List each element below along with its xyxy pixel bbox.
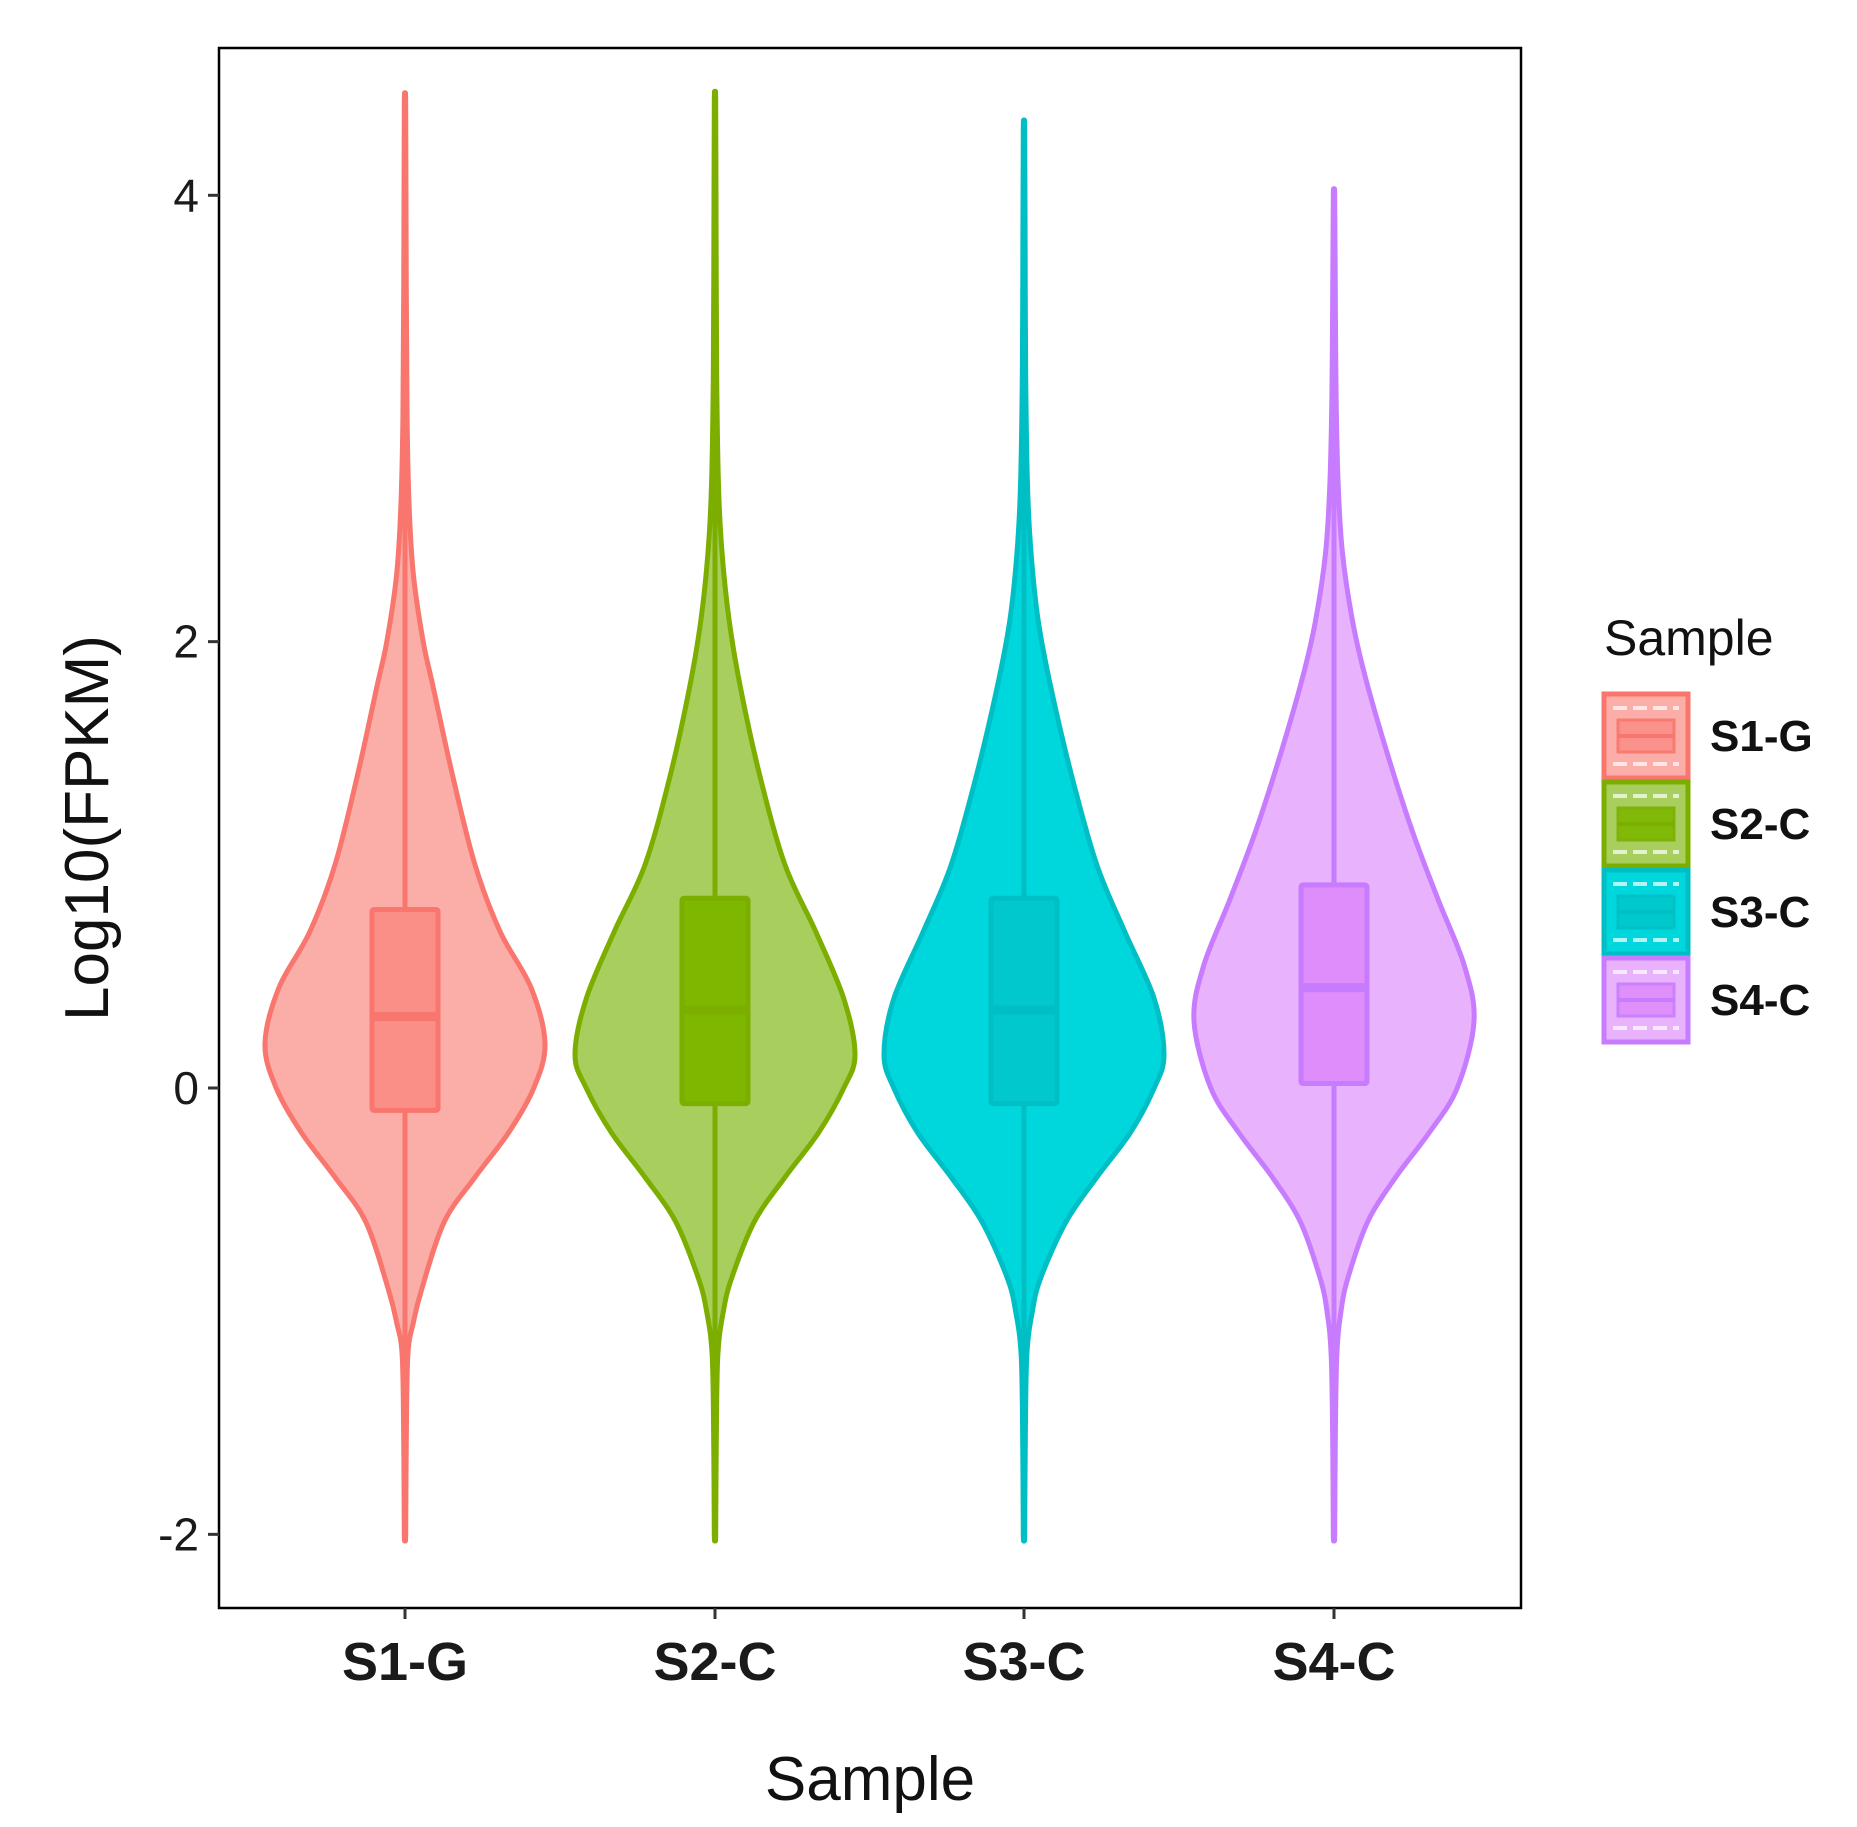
y-tick-label: 4 [173, 169, 199, 221]
x-tick-label: S4-C [1272, 1632, 1395, 1692]
y-axis: -2 0 2 4 [158, 169, 219, 1560]
box-iqr [369, 906, 441, 1113]
violin-layer [262, 88, 1477, 1544]
x-tick-label: S2-C [653, 1632, 776, 1692]
legend-item-s2-c: S2-C [1601, 779, 1810, 869]
legend: Sample S1-G S2-C S3-C S4-C [1601, 610, 1813, 1045]
y-tick-label: 2 [173, 616, 199, 668]
box-iqr [988, 895, 1060, 1107]
x-tick-label: S3-C [962, 1632, 1085, 1692]
legend-label: S2-C [1710, 800, 1810, 849]
legend-item-s4-c: S4-C [1601, 955, 1810, 1045]
violin-group-s4-c [1191, 186, 1477, 1544]
x-tick-label: S1-G [342, 1632, 468, 1692]
y-axis-title: Log10(FPKM) [53, 635, 122, 1021]
plot-frame [217, 46, 1523, 1610]
y-tick-label: -2 [158, 1508, 199, 1560]
legend-label: S3-C [1710, 888, 1810, 937]
box-iqr [679, 895, 751, 1107]
legend-label: S4-C [1710, 976, 1810, 1025]
violin-group-s2-c [572, 88, 858, 1544]
legend-title: Sample [1604, 610, 1774, 666]
legend-item-s1-g: S1-G [1601, 691, 1813, 781]
violin-group-s1-g [262, 90, 548, 1544]
legend-label: S1-G [1710, 712, 1813, 761]
x-axis-title: Sample [765, 1745, 975, 1814]
legend-item-s3-c: S3-C [1601, 867, 1810, 957]
y-tick-label: 0 [173, 1062, 199, 1114]
x-axis: S1-G S2-C S3-C S4-C [342, 1608, 1396, 1692]
violin-group-s3-c [881, 117, 1167, 1544]
